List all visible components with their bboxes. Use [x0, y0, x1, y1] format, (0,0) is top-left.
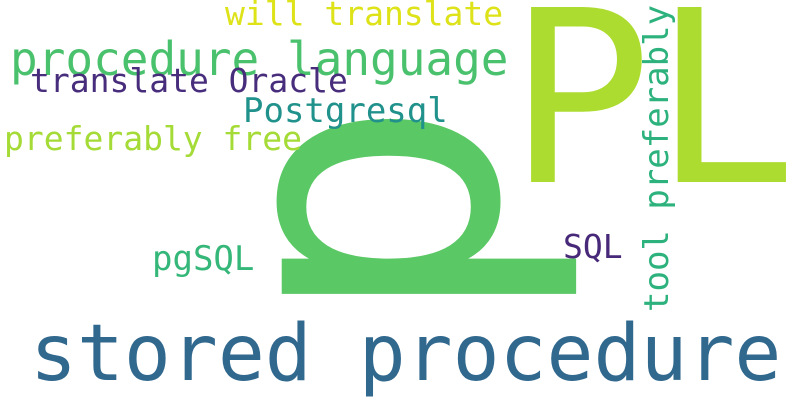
word: pgSQL — [152, 239, 254, 279]
word: SQL — [563, 227, 623, 266]
word: Postgresql — [243, 91, 448, 131]
word: preferably free — [4, 119, 302, 158]
word: procedure language — [10, 32, 509, 86]
word: p — [133, 95, 587, 330]
word: PL — [508, 0, 797, 239]
word: will translate — [225, 0, 503, 33]
word: tool preferably — [637, 5, 677, 312]
word: stored procedure — [30, 309, 781, 399]
word: translate Oracle — [30, 61, 348, 100]
